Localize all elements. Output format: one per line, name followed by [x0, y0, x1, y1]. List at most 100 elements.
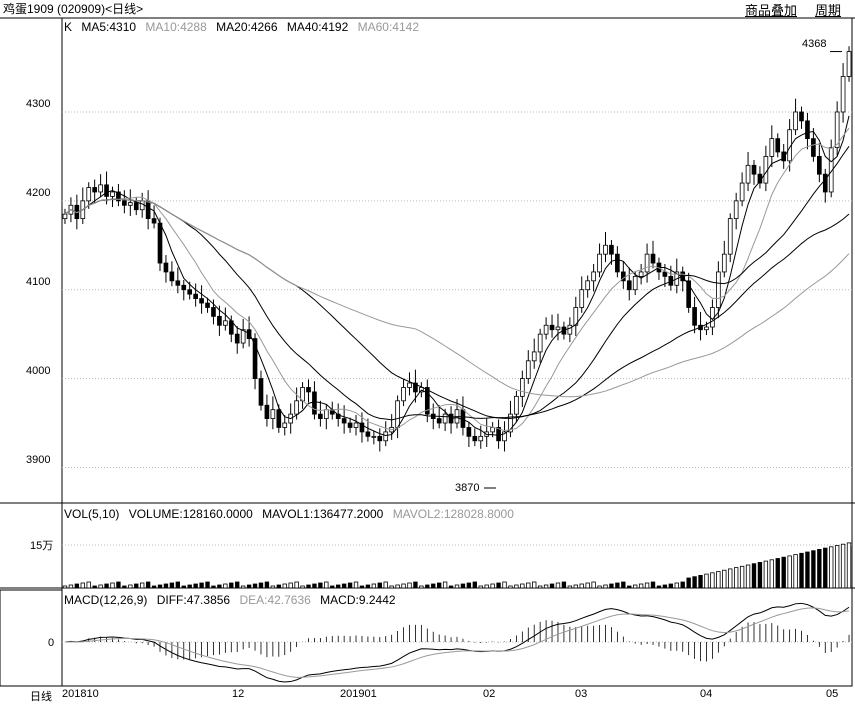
- volume-bar: [686, 577, 691, 589]
- y-tick-4200: 4200: [26, 187, 51, 199]
- candle-body: [365, 431, 371, 437]
- volume-bar: [573, 584, 578, 589]
- volume-bar: [846, 542, 852, 589]
- period-button[interactable]: 周期: [815, 3, 842, 18]
- candle-body: [496, 427, 501, 442]
- candle-body: [270, 409, 276, 419]
- volume-bar: [175, 581, 181, 589]
- volume-bar: [704, 573, 709, 589]
- candle-body: [769, 138, 775, 157]
- volume-bar: [169, 582, 175, 589]
- volume-bar: [425, 584, 430, 589]
- volume-bar: [86, 581, 91, 589]
- k-label: K: [64, 20, 73, 34]
- candle-body: [822, 173, 828, 193]
- candle-body: [252, 338, 258, 379]
- volume-bar: [442, 581, 448, 589]
- volume-bar: [395, 584, 400, 589]
- candle-body: [520, 378, 525, 397]
- macd-y-tick: 0: [48, 637, 55, 649]
- candle-body: [306, 387, 311, 393]
- candle-body: [223, 320, 228, 326]
- candle-body: [514, 395, 519, 415]
- candle-body: [133, 202, 139, 211]
- volume-bar: [656, 585, 662, 589]
- candle-body: [139, 200, 145, 211]
- candle-body: [62, 213, 68, 220]
- volume-bar: [140, 582, 145, 589]
- candle-body: [508, 413, 513, 433]
- volume-bar: [793, 554, 798, 589]
- volume-bar: [324, 581, 329, 589]
- candle-body: [335, 413, 341, 419]
- candle-body: [585, 280, 591, 291]
- candle-body: [834, 111, 840, 148]
- volume-bar: [728, 568, 733, 589]
- candle-body: [424, 387, 430, 415]
- candle-body: [240, 329, 246, 344]
- volume-bar: [371, 583, 377, 589]
- candle-body: [86, 187, 92, 202]
- volume-bar: [502, 581, 507, 589]
- candle-body: [733, 200, 739, 220]
- volume-bar: [205, 581, 210, 589]
- macd-lines: [64, 602, 850, 683]
- candle-body: [323, 409, 329, 419]
- candle-body: [318, 413, 323, 419]
- volume-bar: [145, 581, 151, 589]
- candle-body: [609, 244, 614, 255]
- volume-bar: [306, 584, 311, 589]
- volume-bar: [543, 584, 549, 589]
- volume-bar: [223, 583, 228, 589]
- volume-bar: [751, 563, 757, 589]
- volume-bar: [692, 576, 697, 589]
- candle-body: [116, 191, 121, 202]
- x-tick-12: 12: [232, 688, 245, 700]
- macd-value: MACD:9.2442: [320, 593, 396, 607]
- candle-body: [282, 422, 288, 428]
- candle-body: [662, 271, 668, 277]
- volume-bar: [823, 547, 828, 589]
- candle-body: [157, 222, 163, 264]
- candle-body: [276, 409, 282, 428]
- volume-bar: [745, 564, 751, 589]
- volume-bar: [264, 581, 270, 589]
- candle-body: [353, 422, 359, 428]
- volume-bar: [591, 581, 596, 589]
- candle-body: [163, 262, 169, 273]
- volume-bar: [520, 583, 525, 589]
- candle-body: [395, 400, 400, 428]
- volume-bar: [92, 585, 97, 589]
- candle-body: [478, 435, 484, 442]
- candle-body: [234, 333, 240, 344]
- volume-y-tick: 15万: [30, 540, 54, 552]
- volume-bar: [496, 582, 501, 589]
- volume-bar: [526, 582, 531, 589]
- volume-bar: [134, 583, 139, 589]
- candle-body: [650, 253, 656, 264]
- candle-body: [187, 289, 193, 295]
- volume-bar: [151, 585, 157, 589]
- macd-legend: MACD(12,26,9) DIFF:47.3856 DEA:42.7636 M…: [64, 593, 402, 607]
- overlay-button[interactable]: 商品叠加: [745, 3, 798, 18]
- volume-bar: [609, 583, 614, 589]
- volume-bar: [252, 583, 258, 589]
- candle-body: [525, 360, 531, 379]
- ma10-label: MA10:4288: [145, 20, 207, 34]
- volume-bar: [181, 585, 186, 589]
- candle-body: [799, 111, 804, 122]
- x-tick-02: 02: [483, 688, 496, 700]
- ma5-line: [64, 115, 850, 436]
- diff-line: [64, 602, 850, 683]
- y-tick-4100: 4100: [26, 276, 51, 288]
- candle-body: [817, 156, 822, 175]
- volume-bar: [276, 584, 281, 589]
- volume-bar: [829, 546, 834, 589]
- period-label: 日线: [30, 691, 52, 703]
- volume-bar: [436, 582, 442, 589]
- volume-bars: [62, 542, 852, 589]
- volume-bar: [240, 585, 246, 589]
- volume-bar: [817, 549, 822, 589]
- candle-body: [805, 120, 810, 140]
- candle-body: [579, 289, 585, 308]
